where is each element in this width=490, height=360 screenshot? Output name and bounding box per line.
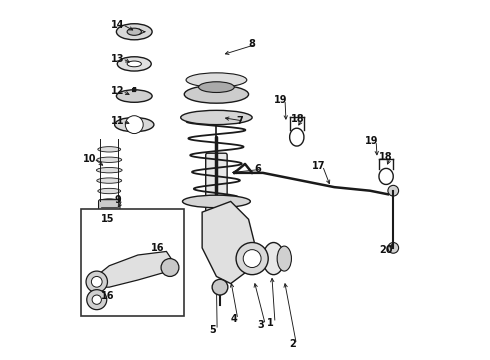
Text: 19: 19 <box>274 95 288 105</box>
Text: 18: 18 <box>291 114 305 124</box>
Circle shape <box>388 243 398 253</box>
Text: 6: 6 <box>254 164 261 174</box>
Text: 17: 17 <box>312 161 325 171</box>
Ellipse shape <box>97 178 122 183</box>
Circle shape <box>92 295 101 304</box>
Text: 13: 13 <box>111 54 125 64</box>
Circle shape <box>92 276 102 287</box>
Ellipse shape <box>182 195 250 208</box>
Ellipse shape <box>198 82 234 93</box>
Circle shape <box>243 249 261 267</box>
Circle shape <box>86 271 107 293</box>
Text: 10: 10 <box>83 154 97 163</box>
Ellipse shape <box>99 199 119 204</box>
Ellipse shape <box>277 246 292 271</box>
Text: 16: 16 <box>151 243 164 253</box>
Ellipse shape <box>263 243 284 275</box>
Circle shape <box>236 243 268 275</box>
Ellipse shape <box>186 73 247 87</box>
Text: 7: 7 <box>236 116 243 126</box>
FancyBboxPatch shape <box>206 153 227 235</box>
Text: 4: 4 <box>230 314 237 324</box>
Text: 14: 14 <box>111 19 125 30</box>
Circle shape <box>87 290 107 310</box>
Circle shape <box>212 279 228 295</box>
Text: 12: 12 <box>111 86 125 96</box>
Text: 18: 18 <box>379 152 393 162</box>
Ellipse shape <box>127 28 142 35</box>
Ellipse shape <box>98 188 121 194</box>
Text: 19: 19 <box>365 136 379 146</box>
Circle shape <box>388 185 398 196</box>
Text: 2: 2 <box>289 339 295 349</box>
Text: 3: 3 <box>258 320 265 330</box>
Text: 20: 20 <box>379 245 393 255</box>
Text: 5: 5 <box>210 325 216 335</box>
Ellipse shape <box>97 157 122 162</box>
Polygon shape <box>92 251 173 287</box>
Text: 16: 16 <box>101 291 114 301</box>
Text: 11: 11 <box>111 116 125 126</box>
Ellipse shape <box>115 117 154 132</box>
Ellipse shape <box>184 85 248 103</box>
Ellipse shape <box>98 147 121 152</box>
Ellipse shape <box>117 57 151 71</box>
Text: 1: 1 <box>268 318 274 328</box>
Ellipse shape <box>97 167 122 173</box>
Circle shape <box>161 258 179 276</box>
Ellipse shape <box>127 61 142 67</box>
Bar <box>81 208 184 316</box>
Polygon shape <box>202 202 256 284</box>
Text: 15: 15 <box>101 214 114 224</box>
Circle shape <box>125 116 143 134</box>
Text: 8: 8 <box>249 39 256 49</box>
FancyBboxPatch shape <box>98 200 120 221</box>
Ellipse shape <box>181 111 252 125</box>
Text: 9: 9 <box>115 195 122 204</box>
Ellipse shape <box>117 24 152 40</box>
Ellipse shape <box>117 90 152 102</box>
